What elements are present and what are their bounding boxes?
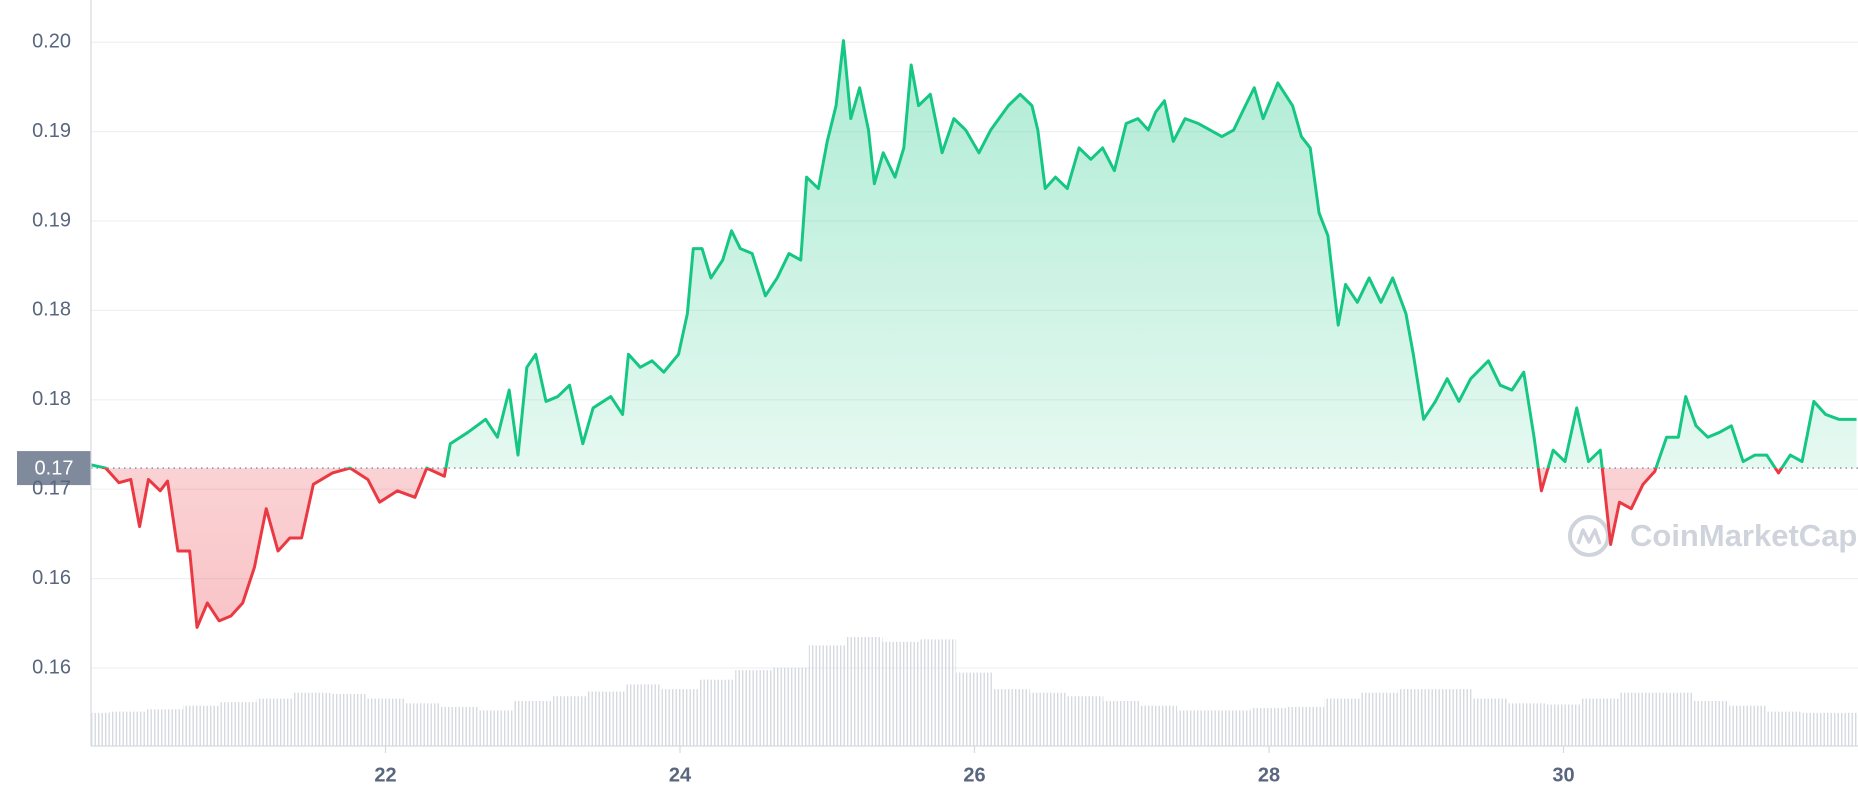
volume-bar [1545, 704, 1582, 746]
volume-bar [514, 701, 552, 746]
volume-bar [1250, 708, 1288, 746]
reference-label-box [17, 451, 91, 486]
volume-bar [330, 693, 368, 746]
volume-bar [256, 698, 294, 746]
watermark-logo-mark [1576, 528, 1602, 545]
volume-bar [1839, 712, 1858, 746]
volume-bar [1140, 705, 1177, 746]
volume-bar [1434, 689, 1472, 746]
x-tick-label: 30 [1552, 764, 1574, 786]
volume-bar [146, 709, 184, 746]
volume-bar [1103, 701, 1141, 746]
y-tick-label: 0.16 [32, 656, 71, 678]
volume-bar [367, 698, 404, 746]
volume-bar [661, 689, 699, 746]
price-line-down [98, 468, 1784, 629]
volume-bar [1324, 698, 1362, 746]
volume-bar [109, 711, 147, 746]
volume-bar [1176, 710, 1214, 746]
volume-bar [1397, 689, 1435, 746]
volume-bar [293, 692, 331, 746]
y-tick-label: 0.19 [32, 209, 71, 231]
volume-bar [698, 679, 736, 746]
x-tick-label: 22 [374, 764, 396, 786]
volume-bar [1692, 701, 1730, 746]
volume-bar [1618, 692, 1656, 746]
volume-bar [1287, 706, 1325, 746]
volume-bar [477, 710, 515, 746]
volume-bar [403, 703, 441, 746]
watermark: CoinMarketCap [1568, 515, 1857, 557]
x-tick-label: 26 [963, 764, 985, 786]
volume-bar [219, 702, 257, 746]
volume-bar [1729, 705, 1766, 746]
volume-bar [956, 672, 993, 746]
volume-bar [808, 645, 846, 746]
price-line-up [91, 39, 1857, 469]
y-tick-label: 0.17 [32, 477, 71, 499]
y-tick-label: 0.19 [32, 120, 71, 142]
volume-bar [91, 712, 110, 746]
line-layer: 0.17 [17, 39, 1858, 629]
volume-bar [1765, 711, 1803, 746]
volume-bar [440, 706, 478, 746]
y-tick-label: 0.20 [32, 31, 71, 53]
volume-bar [587, 691, 625, 746]
volume-bar [772, 667, 809, 746]
volume-bar [919, 639, 957, 746]
area-down [105, 468, 1782, 628]
volume-bar [1213, 710, 1251, 746]
x-tick-label: 28 [1258, 764, 1280, 786]
volume-bar [1471, 698, 1509, 746]
volume-bar [882, 641, 920, 746]
y-tick-label: 0.18 [32, 388, 71, 410]
volume-bar [1029, 692, 1067, 746]
volume-bar [1802, 712, 1840, 746]
y-tick-label: 0.16 [32, 567, 71, 589]
volume-bar [1581, 698, 1619, 746]
watermark-text: CoinMarketCap [1630, 518, 1857, 553]
axes: 0.20 0.19 0.19 0.18 0.18 0.17 0.16 0.16 22 24 26 28… [32, 0, 1858, 786]
volume-bar [735, 670, 773, 746]
volume-bar [183, 705, 220, 746]
y-tick-label: 0.18 [32, 299, 71, 321]
volume-bar [992, 689, 1030, 746]
volume-bar [624, 684, 662, 746]
volume-bar [1361, 692, 1398, 746]
x-tick-label: 24 [669, 764, 692, 786]
volume-bar [845, 637, 883, 746]
volume-bar [551, 696, 588, 746]
volume-bar [1655, 692, 1693, 746]
volume-bar [1508, 703, 1546, 746]
volume-bar [1066, 696, 1104, 746]
watermark-logo [1568, 515, 1610, 557]
reference-label: 0.17 [35, 457, 74, 479]
volume-layer [91, 637, 1858, 746]
